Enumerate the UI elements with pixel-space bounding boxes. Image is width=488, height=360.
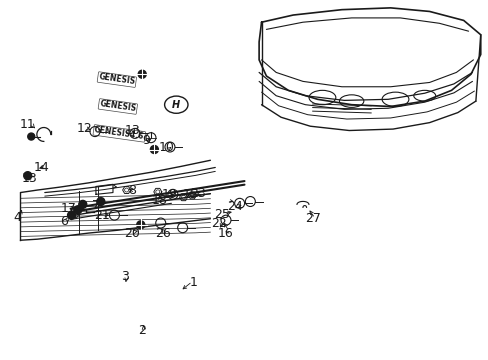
Text: GENESIS: GENESIS: [98, 73, 136, 87]
Text: 15: 15: [183, 188, 199, 201]
Text: 23: 23: [190, 187, 205, 200]
Text: 17: 17: [60, 202, 76, 215]
Text: 6: 6: [60, 215, 68, 228]
Text: 25: 25: [213, 208, 229, 221]
Text: 22: 22: [211, 216, 226, 230]
Text: 16: 16: [218, 226, 233, 239]
Circle shape: [28, 133, 35, 140]
Circle shape: [137, 221, 144, 229]
Text: 24: 24: [226, 201, 242, 213]
Text: H: H: [172, 100, 180, 110]
Text: 7: 7: [92, 199, 100, 212]
Text: 19: 19: [162, 188, 178, 201]
Text: 9: 9: [142, 134, 150, 147]
Text: 18: 18: [151, 194, 167, 207]
Text: 13: 13: [21, 172, 37, 185]
Text: 12: 12: [77, 122, 92, 135]
Text: 1: 1: [189, 276, 197, 289]
Text: GENESIS: GENESIS: [99, 99, 137, 113]
Circle shape: [74, 206, 81, 214]
Text: 27: 27: [304, 212, 320, 225]
Circle shape: [97, 198, 104, 206]
Circle shape: [67, 211, 76, 219]
Text: 10: 10: [158, 141, 174, 154]
Text: 8: 8: [128, 184, 136, 197]
Text: 13: 13: [124, 124, 140, 138]
Text: 14: 14: [34, 161, 49, 174]
Text: 2: 2: [138, 324, 146, 337]
Text: 4: 4: [13, 211, 21, 224]
Text: 26: 26: [155, 226, 170, 239]
Text: 5: 5: [72, 208, 81, 221]
Text: 21: 21: [94, 210, 110, 222]
Text: 3: 3: [121, 270, 129, 283]
Circle shape: [138, 70, 146, 78]
Circle shape: [150, 145, 158, 153]
Text: 11: 11: [20, 118, 36, 131]
Text: GENESIS4.6: GENESIS4.6: [94, 125, 144, 141]
Circle shape: [24, 172, 32, 180]
Text: 20: 20: [124, 226, 140, 239]
Circle shape: [79, 201, 86, 208]
